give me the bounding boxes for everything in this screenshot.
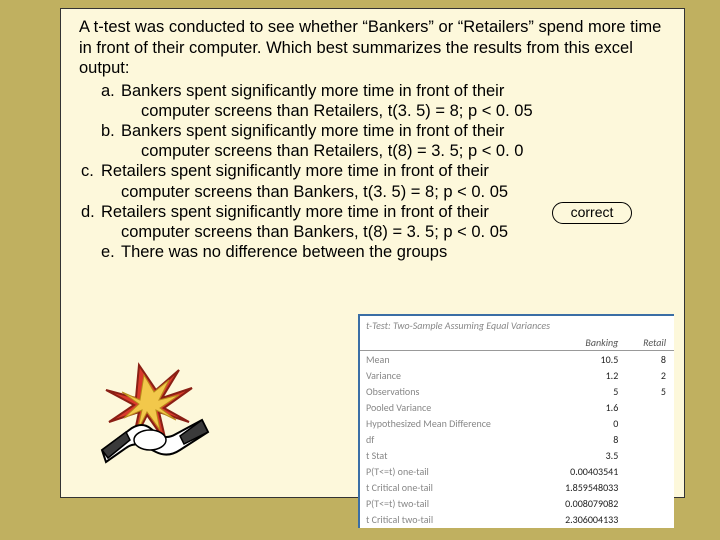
col-retail: Retail [626,334,674,351]
option-line1: Bankers spent significantly more time in… [121,122,504,140]
excel-table: Banking Retail Mean10.58 Variance1.22 Ob… [360,334,674,528]
handshake-icon [84,350,214,480]
table-row: Observations55 [360,384,674,400]
option-c: c.Retailers spent significantly more tim… [81,161,674,201]
table-row: t Stat3.5 [360,448,674,464]
option-line2: computer screens than Bankers, t(3. 5) =… [121,182,674,202]
option-line1: Bankers spent significantly more time in… [121,82,504,100]
option-letter: d. [81,202,101,222]
option-line2: computer screens than Bankers, t(8) = 3.… [121,222,674,242]
excel-title: t-Test: Two-Sample Assuming Equal Varian… [360,316,674,334]
table-row: df8 [360,432,674,448]
option-letter: a. [101,81,121,101]
table-row: P(T<=t) one-tail0.00403541 [360,464,674,480]
options-list: a.Bankers spent significantly more time … [101,81,674,262]
option-line1: Retailers spent significantly more time … [101,203,489,221]
table-row: Hypothesized Mean Difference0 [360,416,674,432]
table-row: Pooled Variance1.6 [360,400,674,416]
option-a: a.Bankers spent significantly more time … [101,81,674,121]
option-letter: e. [101,242,121,262]
table-row: Mean10.58 [360,352,674,368]
option-b: b.Bankers spent significantly more time … [101,121,674,161]
option-line1: Retailers spent significantly more time … [101,162,489,180]
table-row: P(T<=t) two-tail0.008079082 [360,496,674,512]
correct-badge: correct [552,202,632,224]
table-row: Variance1.22 [360,368,674,384]
table-header: Banking Retail [360,334,674,351]
option-line2: computer screens than Retailers, t(8) = … [141,141,674,161]
table-row: t Critical one-tail1.859548033 [360,480,674,496]
option-letter: c. [81,161,101,181]
option-letter: b. [101,121,121,141]
excel-output: t-Test: Two-Sample Assuming Equal Varian… [358,314,674,528]
col-banking: Banking [539,334,626,351]
option-line2: computer screens than Retailers, t(3. 5)… [141,101,674,121]
handshake-illustration [84,350,214,480]
table-row: t Critical two-tail2.306004133 [360,512,674,528]
question-text: A t-test was conducted to see whether “B… [79,17,674,79]
option-e: e.There was no difference between the gr… [101,242,674,262]
option-line1: There was no difference between the grou… [121,243,447,261]
